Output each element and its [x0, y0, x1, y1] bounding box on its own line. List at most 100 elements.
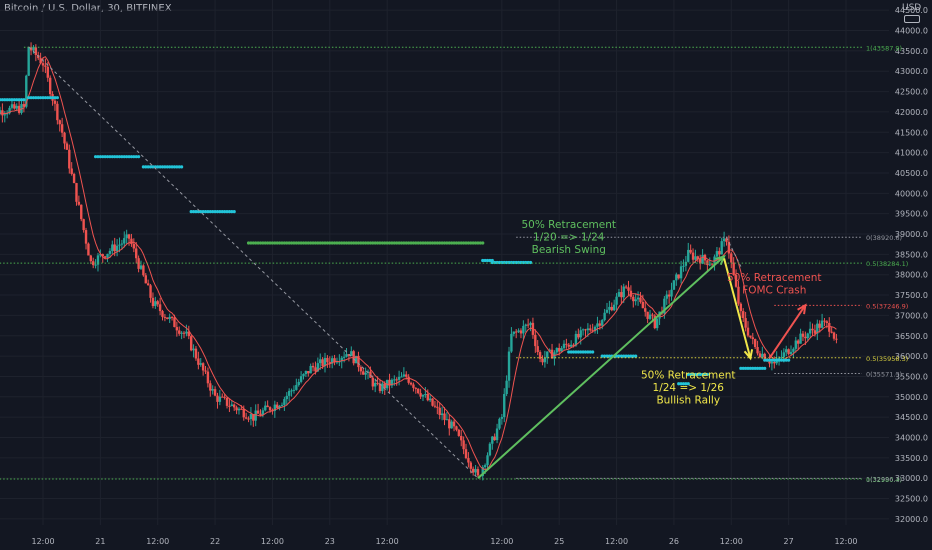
candle-body [770, 362, 774, 364]
time-tick-label: 21 [95, 537, 105, 546]
candle-body [577, 333, 580, 338]
candle-body [314, 367, 317, 372]
indicator-dot [48, 96, 52, 100]
indicator-dot [763, 366, 767, 370]
indicator-dot [686, 372, 690, 377]
candle-body [201, 363, 205, 371]
currency-label[interactable]: USD [902, 3, 922, 13]
indicator-dot [301, 241, 306, 245]
candle-body [691, 252, 695, 260]
candle-body [751, 337, 754, 340]
candle-body [381, 383, 384, 392]
fib-level-label: 0.5(35958.3) [866, 355, 908, 363]
candle-body [818, 323, 821, 328]
indicator-dot [313, 241, 318, 245]
candle-body [283, 399, 286, 405]
candle-body [135, 248, 138, 259]
candle-body [115, 245, 119, 252]
candle-body [517, 330, 520, 332]
indicator-dot [416, 241, 420, 245]
candle-body [197, 358, 200, 365]
trend-line [28, 46, 479, 479]
candle-body [787, 349, 790, 355]
indicator-dot [191, 210, 196, 214]
indicator-dot [679, 382, 683, 386]
indicator-dot [464, 241, 468, 245]
candle-body [696, 256, 700, 260]
indicator-dot [397, 241, 401, 245]
annotation-arrow-head [743, 349, 754, 361]
candle-body [354, 355, 358, 364]
price-tick-label: 36500.0 [895, 332, 928, 341]
indicator-dot [744, 366, 748, 370]
indicator-dot [569, 350, 573, 354]
indicator-dot [46, 96, 50, 100]
candle-body [216, 395, 219, 402]
candle-body [60, 124, 64, 133]
indicator-dot [440, 241, 444, 245]
candle-body [808, 328, 812, 334]
candle-body [175, 327, 179, 331]
candle-body [113, 244, 116, 252]
candle-body [605, 309, 609, 313]
indicator-dot [101, 155, 105, 159]
candle-body [603, 312, 606, 321]
candle-body [342, 356, 346, 358]
indicator-dot [299, 241, 303, 245]
indicator-dot [158, 165, 162, 169]
candle-body [574, 333, 578, 346]
indicator-dot [624, 354, 628, 358]
indicator-dot [373, 241, 377, 245]
candle-body [240, 408, 243, 410]
indicator-dot [148, 165, 153, 169]
candle-body [634, 299, 637, 302]
candle-body [679, 266, 683, 279]
indicator-dot [488, 258, 492, 263]
candle-body [601, 320, 604, 326]
candle-body [185, 331, 188, 334]
fib-level-label: 0.5(38284.1) [866, 260, 908, 268]
indicator-dot [304, 241, 308, 245]
moving-average-line [0, 56, 837, 471]
indicator-dot [177, 165, 181, 169]
candle-body [701, 254, 704, 264]
candle-body [252, 414, 255, 421]
price-scale-lock-icon[interactable] [904, 15, 920, 23]
candle-body [304, 371, 308, 375]
indicator-dot [294, 241, 298, 245]
indicator-dot [698, 372, 702, 377]
candle-body [256, 410, 260, 414]
indicator-dot [43, 96, 48, 100]
indicator-dot [634, 354, 638, 358]
indicator-dot [380, 241, 384, 245]
indicator-dot [390, 241, 394, 245]
candle-body [440, 413, 444, 416]
candle-body [569, 344, 573, 347]
candle-body [505, 380, 508, 395]
indicator-dot [693, 372, 698, 377]
price-tick-label: 40500.0 [895, 169, 928, 178]
candle-body [799, 333, 802, 344]
candle-body [56, 103, 59, 121]
price-tick-label: 40000.0 [895, 189, 928, 198]
indicator-dot [12, 98, 16, 102]
candle-body [383, 383, 386, 389]
indicator-dot [371, 241, 375, 245]
candle-body [617, 292, 621, 297]
candle-body [543, 357, 547, 363]
fib-level-label: 0(35571.3) [866, 371, 902, 379]
candle-body [65, 143, 69, 150]
indicator-dot [208, 210, 212, 214]
indicator-dot [579, 350, 583, 354]
annotation-arrow-head [797, 303, 807, 315]
candle-body [589, 328, 592, 331]
indicator-dot [117, 155, 122, 159]
candle-body [211, 389, 214, 391]
indicator-dot [15, 98, 19, 102]
candle-body [744, 318, 747, 328]
indicator-dot [134, 155, 138, 159]
indicator-dot [201, 210, 205, 214]
indicator-dot [108, 155, 112, 159]
candle-body [151, 297, 155, 307]
